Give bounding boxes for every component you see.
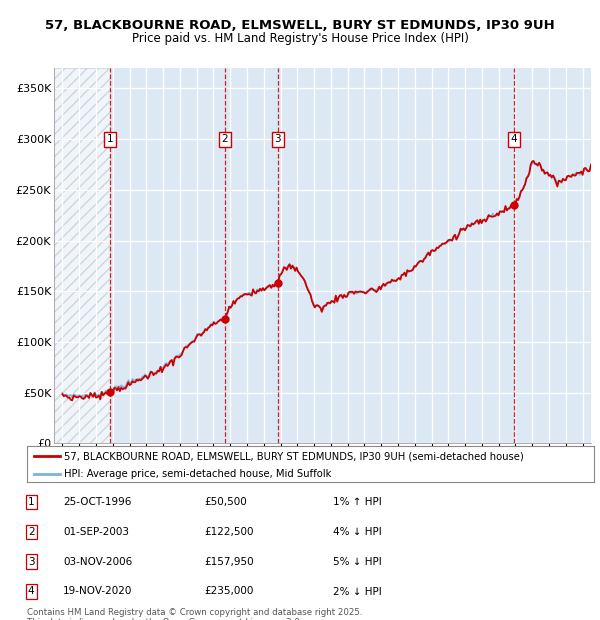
Text: 2: 2 — [28, 527, 35, 537]
Text: 19-NOV-2020: 19-NOV-2020 — [63, 587, 133, 596]
Text: 5% ↓ HPI: 5% ↓ HPI — [333, 557, 382, 567]
Text: 25-OCT-1996: 25-OCT-1996 — [63, 497, 131, 507]
Text: £235,000: £235,000 — [204, 587, 253, 596]
Text: 3: 3 — [28, 557, 35, 567]
Text: 1: 1 — [28, 497, 35, 507]
Text: 4: 4 — [511, 134, 517, 144]
Bar — [54, 68, 110, 443]
Text: Price paid vs. HM Land Registry's House Price Index (HPI): Price paid vs. HM Land Registry's House … — [131, 32, 469, 45]
Text: 01-SEP-2003: 01-SEP-2003 — [63, 527, 129, 537]
Text: 4% ↓ HPI: 4% ↓ HPI — [333, 527, 382, 537]
Text: HPI: Average price, semi-detached house, Mid Suffolk: HPI: Average price, semi-detached house,… — [64, 469, 331, 479]
Text: Contains HM Land Registry data © Crown copyright and database right 2025.
This d: Contains HM Land Registry data © Crown c… — [27, 608, 362, 620]
Text: 03-NOV-2006: 03-NOV-2006 — [63, 557, 132, 567]
Text: £50,500: £50,500 — [204, 497, 247, 507]
Text: 4: 4 — [28, 587, 35, 596]
Text: £122,500: £122,500 — [204, 527, 254, 537]
Text: 1: 1 — [107, 134, 113, 144]
Text: 1% ↑ HPI: 1% ↑ HPI — [333, 497, 382, 507]
Text: £157,950: £157,950 — [204, 557, 254, 567]
Text: 2: 2 — [221, 134, 228, 144]
Text: 57, BLACKBOURNE ROAD, ELMSWELL, BURY ST EDMUNDS, IP30 9UH: 57, BLACKBOURNE ROAD, ELMSWELL, BURY ST … — [45, 19, 555, 32]
Text: 57, BLACKBOURNE ROAD, ELMSWELL, BURY ST EDMUNDS, IP30 9UH (semi-detached house): 57, BLACKBOURNE ROAD, ELMSWELL, BURY ST … — [64, 451, 524, 461]
Text: 3: 3 — [275, 134, 281, 144]
Text: 2% ↓ HPI: 2% ↓ HPI — [333, 587, 382, 596]
